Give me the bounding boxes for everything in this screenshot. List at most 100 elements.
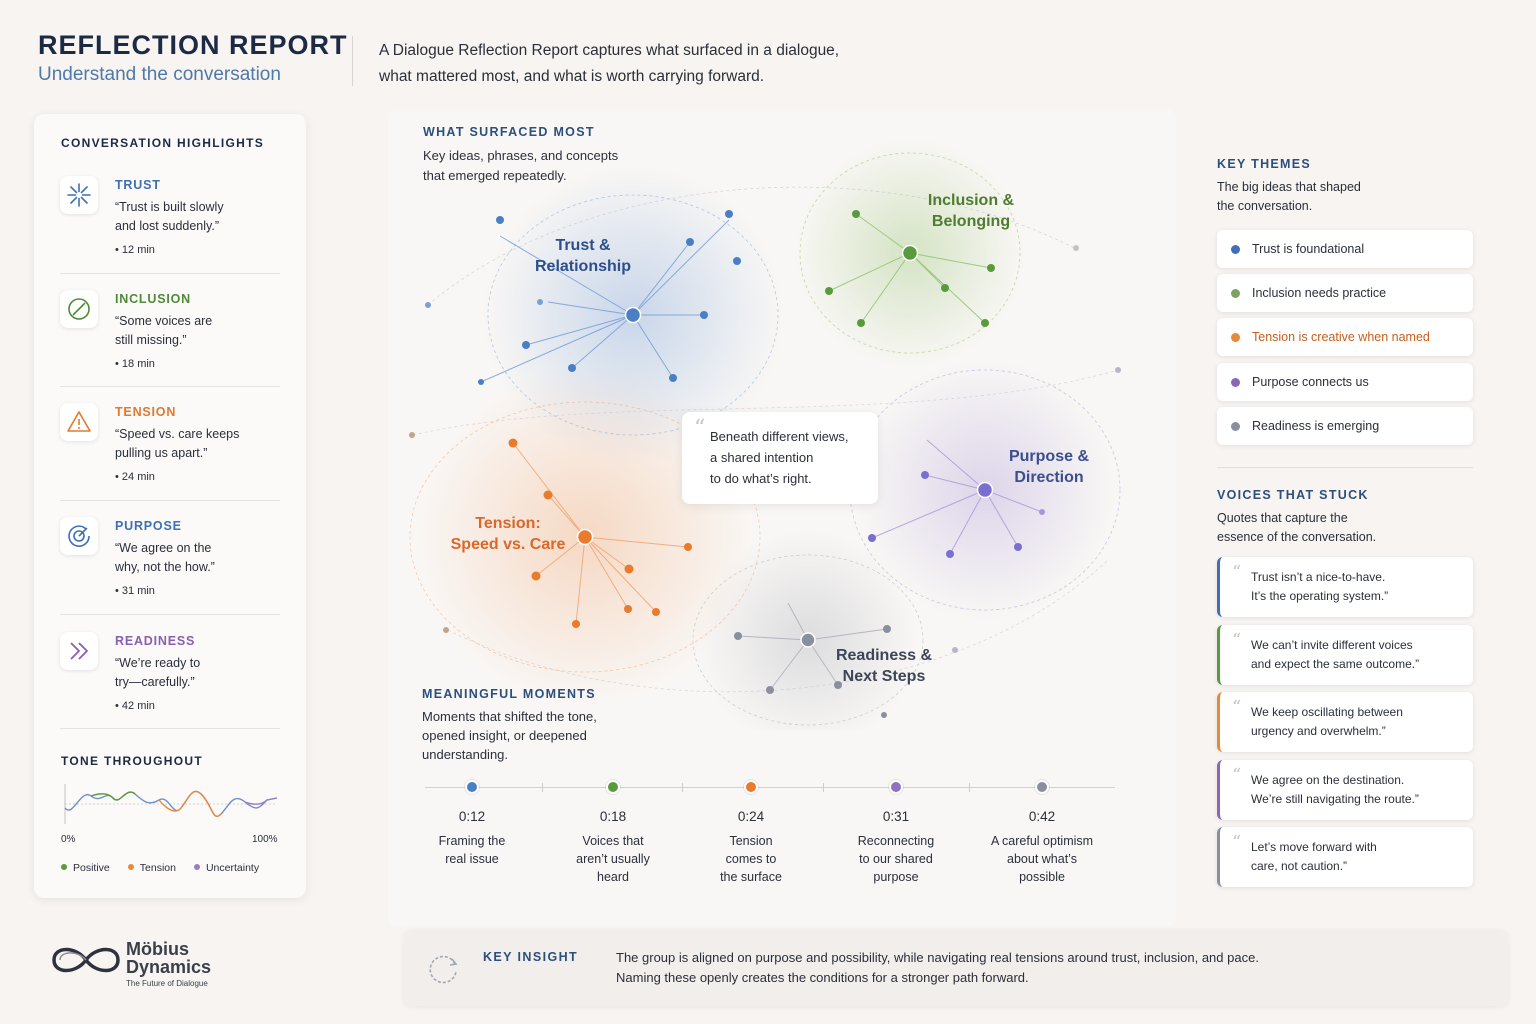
quote-line: urgency and overwhelm.” xyxy=(1251,724,1386,738)
target-icon xyxy=(60,517,98,555)
cluster-label-trust[interactable]: Trust & Relationship xyxy=(523,235,643,277)
moment-marker[interactable] xyxy=(1035,780,1049,794)
moment-label: A careful optimism about what’s possible xyxy=(972,832,1112,886)
logo-tagline: The Future of Dialogue xyxy=(126,979,208,988)
theme-label: Trust is foundational xyxy=(1252,242,1365,256)
quote-line: care, not caution.” xyxy=(1251,859,1348,873)
moment-marker[interactable] xyxy=(744,780,758,794)
moment-time: 0:31 xyxy=(882,809,910,824)
label-line: Tension xyxy=(729,834,773,848)
highlight-separator xyxy=(60,273,280,274)
moment-label: Tension comes to the surface xyxy=(681,832,821,886)
label-line: aren’t usually xyxy=(576,852,650,866)
highlight-separator xyxy=(60,614,280,615)
quote-mark-icon: “ xyxy=(1232,832,1242,853)
timeline-tick xyxy=(823,783,824,792)
voice-quote-card[interactable]: “ We agree on the destination. We’re sti… xyxy=(1217,760,1473,820)
intro-line-2: what mattered most, and what is worth ca… xyxy=(379,68,765,85)
highlight-time: • 12 min xyxy=(115,244,155,256)
theme-item[interactable]: Readiness is emerging xyxy=(1217,407,1473,445)
legend-uncertainty: Uncertainty xyxy=(193,862,260,874)
theme-item[interactable]: Purpose connects us xyxy=(1217,363,1473,401)
double-chevron-icon xyxy=(60,632,98,670)
surfaced-title: WHAT SURFACED MOST xyxy=(423,125,595,139)
label-line: A careful optimism xyxy=(990,834,1094,848)
highlight-name: PURPOSE xyxy=(115,519,182,533)
highlight-item-tension[interactable]: TENSION “Speed vs. care keeps pulling us… xyxy=(60,403,280,513)
legend-dot xyxy=(193,864,200,871)
cluster-line: Next Steps xyxy=(842,668,926,685)
highlight-time: • 18 min xyxy=(115,358,155,370)
voice-quote-card[interactable]: “ We can’t invite different voices and e… xyxy=(1217,625,1473,685)
cluster-label-purpose[interactable]: Purpose & Direction xyxy=(998,446,1100,488)
theme-item[interactable]: Inclusion needs practice xyxy=(1217,274,1473,312)
page-title: REFLECTION REPORT xyxy=(38,30,348,60)
themes-title: KEY THEMES xyxy=(1217,157,1312,171)
highlight-item-trust[interactable]: TRUST “Trust is built slowly and lost su… xyxy=(60,176,280,286)
insight-line: Naming these openly creates the conditio… xyxy=(616,970,1029,985)
highlight-time: • 24 min xyxy=(115,471,155,483)
quote-line: try—carefully.” xyxy=(115,675,195,689)
cluster-line: Trust & xyxy=(555,237,611,254)
header-intro: A Dialogue Reflection Report captures wh… xyxy=(379,38,899,90)
moments-desc: Moments that shifted the tone, opened in… xyxy=(422,707,622,764)
sparkle-icon xyxy=(60,176,98,214)
highlight-item-readiness[interactable]: READINESS “We’re ready to try—carefully.… xyxy=(60,632,280,742)
legend-tension: Tension xyxy=(127,862,176,874)
moment-time: 0:42 xyxy=(1028,809,1056,824)
desc-line: that emerged repeatedly. xyxy=(423,168,567,183)
desc-line: Moments that shifted the tone, xyxy=(422,709,597,724)
highlight-name: INCLUSION xyxy=(115,292,191,306)
highlight-separator xyxy=(60,500,280,501)
quote-line: “We’re ready to xyxy=(115,656,201,670)
moments-title: MEANINGFUL MOMENTS xyxy=(422,687,596,701)
moment-time: 0:12 xyxy=(458,809,486,824)
cluster-line: Tension: xyxy=(475,515,541,532)
quote-line: It’s the operating system.” xyxy=(1251,589,1389,603)
quote-line: why, not the how.” xyxy=(115,560,215,574)
concept-network xyxy=(409,138,1121,730)
cluster-line: Purpose & xyxy=(1008,448,1089,465)
quote-line: still missing.” xyxy=(115,333,187,347)
legend-label: Uncertainty xyxy=(205,862,260,874)
desc-line: Key ideas, phrases, and concepts xyxy=(423,148,619,163)
cluster-label-tension[interactable]: Tension: Speed vs. Care xyxy=(444,513,572,555)
timeline-tick xyxy=(542,783,543,792)
quote-line: “We agree on the xyxy=(115,541,212,555)
timeline-tick xyxy=(969,783,970,792)
theme-item[interactable]: Trust is foundational xyxy=(1217,230,1473,268)
themes-desc: The big ideas that shaped the conversati… xyxy=(1217,178,1417,216)
moment-marker[interactable] xyxy=(606,780,620,794)
voice-quote-card[interactable]: “ We keep oscillating between urgency an… xyxy=(1217,692,1473,752)
moment-time: 0:24 xyxy=(737,809,765,824)
tone-sparkline xyxy=(64,784,278,824)
theme-label: Purpose connects us xyxy=(1252,375,1369,389)
tone-legend: Positive Tension Uncertainty xyxy=(61,862,259,874)
moment-marker[interactable] xyxy=(889,780,903,794)
cluster-label-inclusion[interactable]: Inclusion & Belonging xyxy=(910,190,1032,232)
highlight-quote: “We agree on the why, not the how.” xyxy=(115,539,265,577)
label-line: real issue xyxy=(445,852,499,866)
theme-item[interactable]: Tension is creative when named xyxy=(1217,318,1473,356)
moment-label: Reconnecting to our shared purpose xyxy=(826,832,966,886)
key-insight-bar xyxy=(404,930,1508,1006)
quote-mark-icon: “ xyxy=(1232,562,1242,583)
theme-label: Inclusion needs practice xyxy=(1252,286,1387,300)
quote-line: “Speed vs. care keeps xyxy=(115,427,240,441)
moment-time: 0:18 xyxy=(599,809,627,824)
voice-quote-card[interactable]: “ Trust isn’t a nice-to-have. It’s the o… xyxy=(1217,557,1473,617)
legend-label: Positive xyxy=(73,862,110,874)
voice-quote-card[interactable]: “ Let’s move forward with care, not caut… xyxy=(1217,827,1473,887)
cluster-label-readiness[interactable]: Readiness & Next Steps xyxy=(828,645,940,687)
page-subtitle: Understand the conversation xyxy=(38,64,281,85)
quote-mark-icon: “ xyxy=(1232,697,1242,718)
theme-label: Readiness is emerging xyxy=(1252,419,1380,433)
timeline-axis xyxy=(425,787,1115,788)
label-line: Framing the xyxy=(438,834,506,848)
highlight-item-purpose[interactable]: PURPOSE “We agree on the why, not the ho… xyxy=(60,517,280,627)
legend-dot xyxy=(61,864,67,871)
quote-line: We’re still navigating the route.” xyxy=(1251,792,1419,806)
highlight-item-inclusion[interactable]: INCLUSION “Some voices are still missing… xyxy=(60,290,280,400)
refresh-icon xyxy=(429,955,458,984)
moment-marker[interactable] xyxy=(465,780,479,794)
